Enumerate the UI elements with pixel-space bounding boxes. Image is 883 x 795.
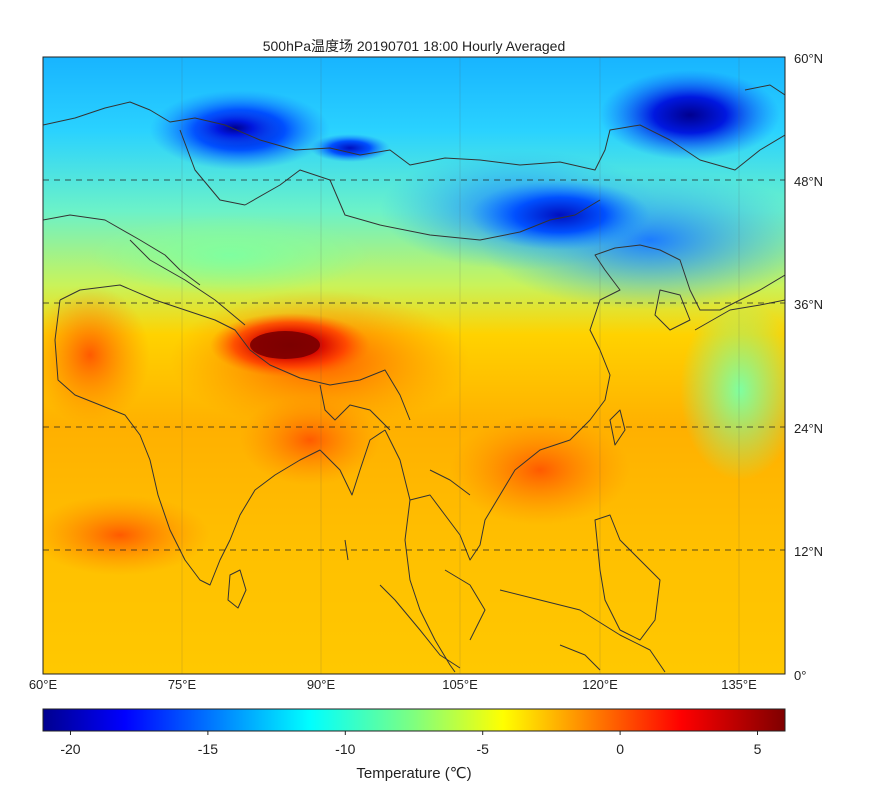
- lon-tick-label: 60°E: [29, 677, 58, 692]
- lat-axis: 60°N 48°N 36°N 24°N 12°N 0°: [794, 51, 823, 683]
- colorbar: -20 -15 -10 -5 0 5 Temperature (℃): [42, 708, 786, 782]
- colorbar-tick-label: -15: [198, 741, 218, 757]
- lon-tick-label: 75°E: [168, 677, 197, 692]
- colorbar-tick-label: -20: [60, 741, 80, 757]
- lat-tick-label: 36°N: [794, 297, 823, 312]
- lat-tick-label: 0°: [794, 668, 806, 683]
- colorbar-tick-label: 5: [754, 741, 762, 757]
- lon-tick-label: 135°E: [721, 677, 757, 692]
- colorbar-ticks: -20 -15 -10 -5 0 5: [60, 731, 762, 757]
- lat-tick-label: 60°N: [794, 51, 823, 66]
- temperature-field: [43, 57, 785, 674]
- coastlines: [43, 84, 785, 673]
- lat-tick-label: 12°N: [794, 544, 823, 559]
- colorbar-label: Temperature (℃): [356, 765, 471, 782]
- longitude-gridlines: [181, 57, 740, 674]
- lat-tick-label: 24°N: [794, 421, 823, 436]
- lon-tick-label: 105°E: [442, 677, 478, 692]
- lon-axis: 60°E 75°E 90°E 105°E 120°E 135°E: [29, 677, 757, 692]
- lon-tick-label: 120°E: [582, 677, 618, 692]
- colorbar-tick-label: -5: [476, 741, 489, 757]
- colorbar-tick-label: -10: [335, 741, 355, 757]
- chart-title: 500hPa温度场 20190701 18:00 Hourly Averaged: [263, 38, 566, 54]
- colorbar-ramp: [42, 708, 786, 732]
- lat-tick-label: 48°N: [794, 174, 823, 189]
- colorbar-tick-label: 0: [616, 741, 624, 757]
- map-frame: [42, 56, 786, 675]
- latitude-gridlines: [43, 179, 785, 551]
- lon-tick-label: 90°E: [307, 677, 336, 692]
